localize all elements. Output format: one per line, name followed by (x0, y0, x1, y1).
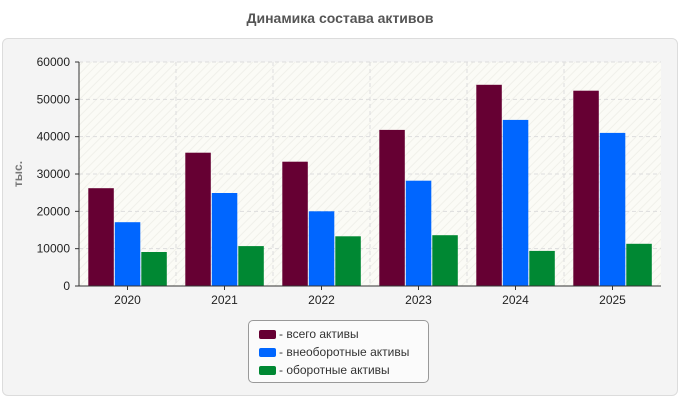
y-tick-label: 20000 (37, 204, 71, 218)
legend-swatch-total (259, 329, 276, 339)
bar-current (529, 250, 555, 286)
y-tick-label: 10000 (37, 242, 71, 256)
y-tick-label: 50000 (37, 92, 71, 106)
x-tick-label: 2024 (502, 293, 529, 307)
bar-noncurrent (114, 222, 141, 286)
legend-label-total: - всего активы (279, 327, 359, 341)
bar-total (573, 90, 599, 286)
chart-title: Динамика состава активов (246, 10, 434, 26)
grid-lines (79, 61, 661, 286)
bar-total (185, 152, 211, 286)
x-tick-label: 2020 (114, 293, 141, 307)
bars (88, 84, 652, 287)
bar-noncurrent (599, 132, 626, 286)
bar-noncurrent (308, 211, 335, 286)
bar-current (141, 252, 167, 286)
legend-label-current: - оборотные активы (279, 363, 390, 377)
legend-item-noncurrent: - внеоборотные активы (259, 343, 428, 361)
bar-current (335, 236, 361, 286)
y-axis-label: тыс. (11, 161, 25, 187)
bar-current (626, 243, 652, 286)
legend-item-current: - оборотные активы (259, 361, 428, 379)
bar-current (432, 235, 458, 286)
bar-noncurrent (211, 193, 238, 286)
legend-item-total: - всего активы (259, 325, 428, 343)
bar-total (379, 129, 405, 286)
bar-total (476, 84, 502, 286)
bar-noncurrent (405, 180, 432, 286)
legend: - всего активы - внеоборотные активы - о… (248, 320, 429, 383)
x-tick-label: 2023 (405, 293, 432, 307)
legend-label-noncurrent: - внеоборотные активы (279, 345, 410, 359)
bar-noncurrent (502, 119, 529, 287)
y-tick-label: 40000 (37, 130, 71, 144)
bar-current (238, 246, 264, 286)
x-tick-label: 2025 (599, 293, 626, 307)
x-tick-label: 2021 (211, 293, 238, 307)
legend-swatch-noncurrent (259, 347, 276, 357)
y-tick-label: 60000 (37, 55, 71, 69)
bar-total (282, 161, 308, 286)
bar-total (88, 188, 114, 286)
y-tick-label: 0 (63, 279, 70, 293)
y-tick-label: 30000 (37, 167, 71, 181)
axes: 0 10000 20000 30000 40000 50000 60000 2020 2021 2… (37, 55, 661, 307)
legend-swatch-current (259, 365, 276, 375)
x-tick-label: 2022 (308, 293, 335, 307)
